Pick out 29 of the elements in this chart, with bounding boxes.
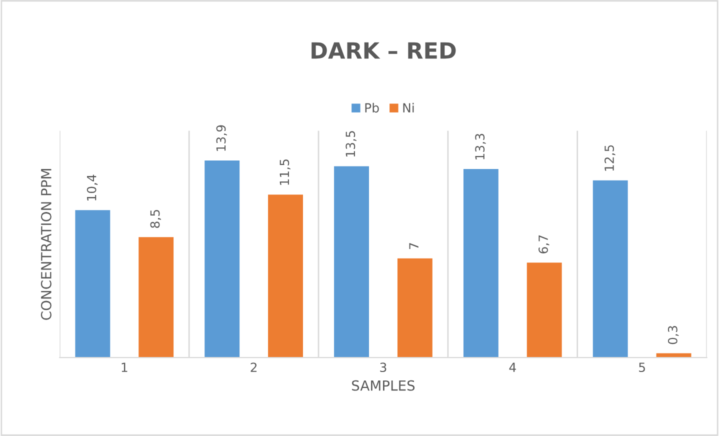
bar [592, 180, 628, 358]
data-label: 12,5 [604, 145, 616, 171]
data-label: 6,7 [538, 235, 550, 254]
legend-label: Pb [365, 102, 379, 113]
x-tick-label: 1 [122, 362, 128, 372]
data-label: 11,5 [280, 159, 290, 185]
bar [526, 262, 562, 358]
bar [334, 166, 369, 358]
data-label: 10,4 [86, 174, 98, 200]
bar [397, 258, 432, 358]
bar [75, 210, 110, 358]
bar [463, 169, 498, 358]
x-axis-title: SAMPLES [352, 380, 415, 391]
data-label: 8,5 [150, 210, 161, 228]
chart-title: DARK – RED [312, 42, 456, 59]
x-tick-label: 5 [639, 362, 645, 372]
data-label: 13,5 [346, 131, 356, 157]
x-tick-label: 4 [509, 362, 516, 372]
data-label: 13,9 [216, 125, 227, 151]
legend-label: Ni [403, 102, 414, 112]
bar [138, 237, 174, 358]
data-label: 0,3 [668, 326, 679, 344]
x-tick-label: 3 [380, 362, 386, 372]
bar [204, 160, 240, 358]
x-tick-label: 2 [250, 362, 257, 372]
y-axis-title: CONCENTRATION PPM [40, 169, 52, 320]
bar [268, 194, 303, 358]
data-label: 7 [409, 243, 418, 249]
data-label: 13,3 [475, 134, 486, 160]
